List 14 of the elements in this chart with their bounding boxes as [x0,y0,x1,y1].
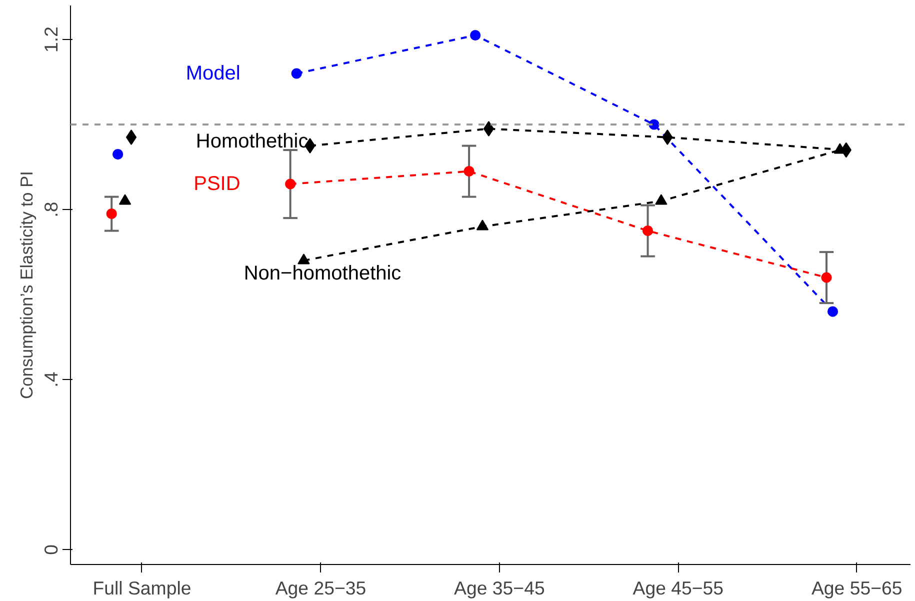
y-tick-label: 1.2 [40,26,62,52]
y-axis-title: Consumption’s Elasticity to PI [16,171,36,399]
x-tick-label: Age 25−35 [275,578,366,598]
series-label: Non−homothethic [244,262,402,284]
text: PSID [194,173,240,196]
x-tick-label: Full Sample [92,578,192,598]
y-tick-label: .8 [40,202,62,218]
series-label: Homothethic [196,130,308,153]
x-tick-label: Age 35−45 [454,578,545,598]
y-tick-label: 0 [40,544,62,555]
text: Model [186,62,240,85]
x-tick-label: Age 45−55 [632,578,724,598]
y-tick-label: .4 [40,372,62,388]
x-tick-label: Age 55−65 [811,578,902,598]
